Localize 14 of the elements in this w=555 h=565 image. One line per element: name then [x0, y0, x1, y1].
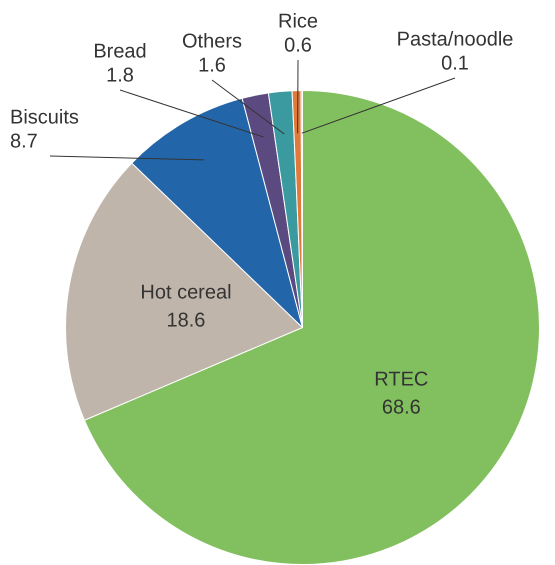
slice-label: RTEC: [374, 368, 428, 390]
data-label: 0.1: [441, 52, 469, 75]
data-label: 1.8: [106, 64, 134, 87]
slice-label: Hot cereal: [140, 282, 232, 304]
slice-label: Biscuits: [10, 106, 79, 129]
data-label: 68.6: [382, 396, 421, 418]
slice-label: Bread: [93, 40, 147, 63]
data-label: 8.7: [10, 130, 38, 153]
slice-label: Others: [182, 30, 242, 53]
slice-label: Pasta/noodle: [396, 28, 514, 51]
data-label: 18.6: [166, 310, 206, 332]
slice-label: Rice: [278, 10, 318, 33]
data-label: 1.6: [198, 54, 226, 77]
data-label: 0.6: [284, 34, 312, 57]
